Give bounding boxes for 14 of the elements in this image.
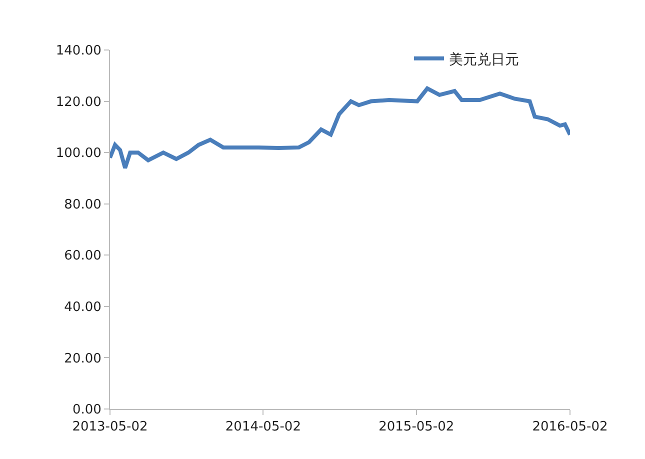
x-tick-label: 2015-05-02 (378, 420, 454, 435)
y-tick-label: 20.00 (64, 351, 102, 366)
line-series (110, 86, 570, 170)
x-tick-label: 2014-05-02 (225, 420, 301, 435)
y-tick-label: 40.00 (64, 300, 102, 315)
y-tick-label: 120.00 (56, 94, 102, 110)
y-tick-label: 140.00 (56, 44, 102, 59)
y-tick-label: 80.00 (64, 197, 102, 212)
x-tick-label: 2016-05-02 (532, 420, 608, 435)
y-tick-label: 0.00 (72, 402, 102, 418)
y-tick-label: 60.00 (64, 248, 102, 264)
y-tick-label: 100.00 (56, 146, 102, 162)
x-tick-label: 2013-05-02 (72, 420, 148, 435)
legend-label: 美元兑日元 (449, 52, 519, 68)
